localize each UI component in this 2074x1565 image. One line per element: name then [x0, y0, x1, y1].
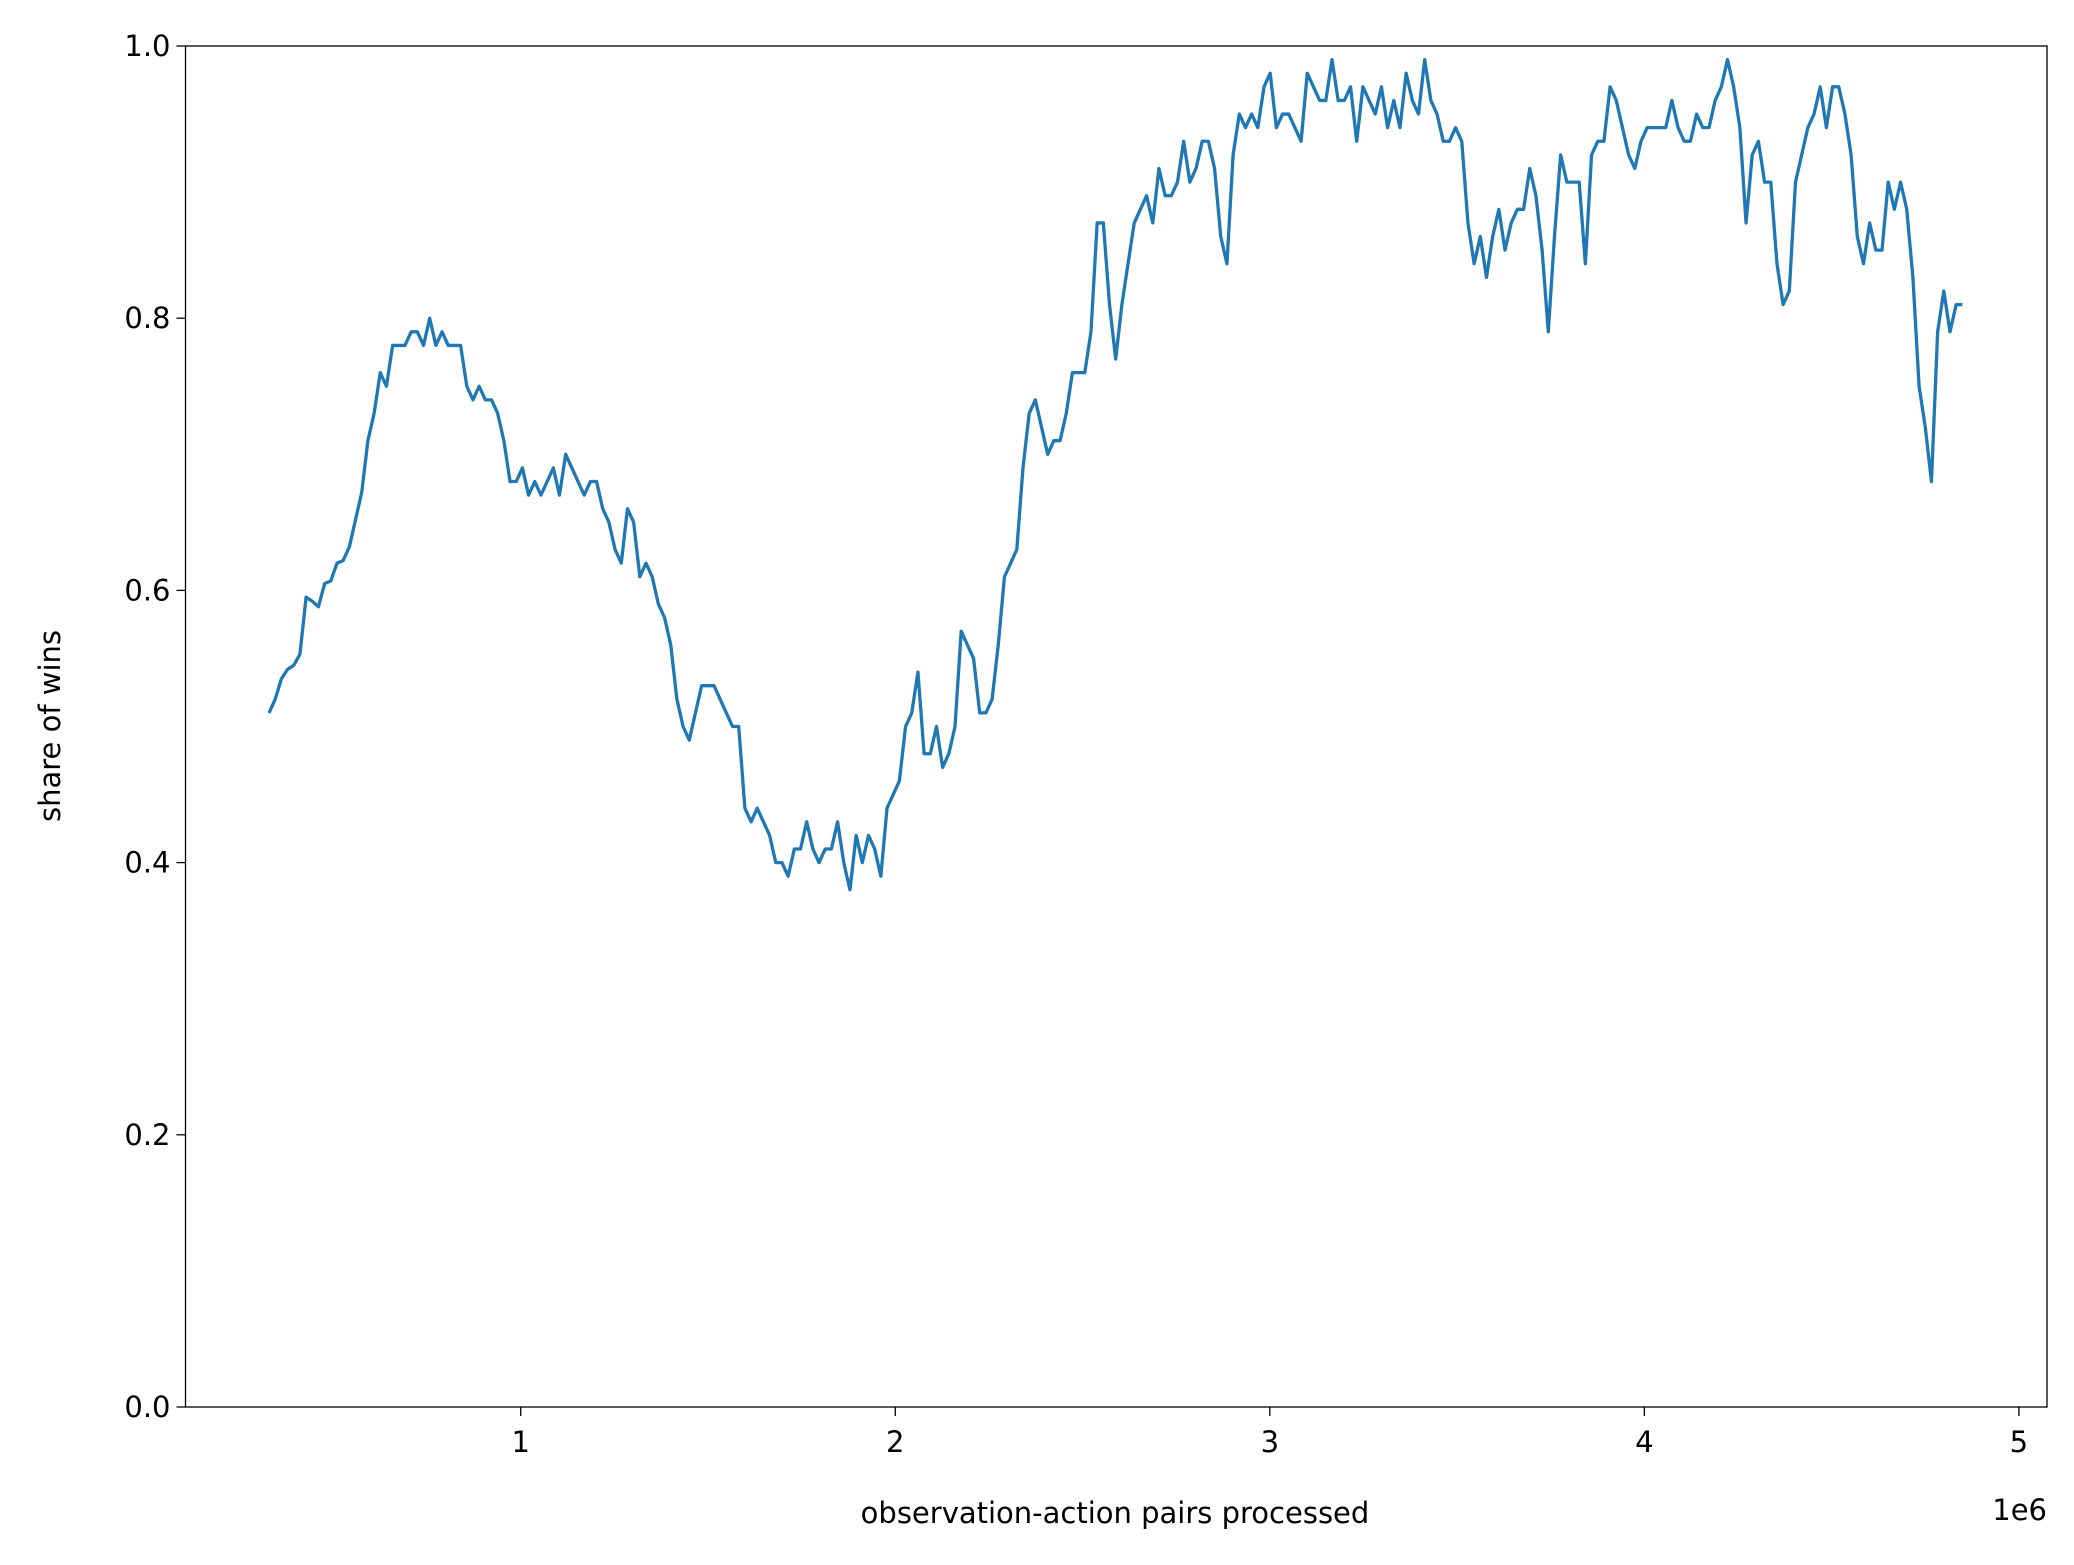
y-tick-label: 0.8 [124, 301, 170, 335]
x-tick-label: 4 [1635, 1425, 1653, 1459]
x-axis-label: observation-action pairs processed [861, 1496, 1370, 1530]
x-tick-label: 5 [2010, 1425, 2028, 1459]
data-line [267, 57, 1963, 892]
y-tick-label: 0.0 [124, 1390, 170, 1424]
x-offset-label: 1e6 [1992, 1493, 2047, 1527]
y-tick-label: 0.2 [124, 1118, 170, 1152]
y-tick-label: 0.4 [124, 846, 170, 880]
x-tick-label: 2 [886, 1425, 904, 1459]
y-tick-label: 1.0 [124, 29, 170, 63]
y-tick-label: 0.6 [124, 573, 170, 607]
axes-frame [184, 45, 2048, 1408]
y-axis-label: share of wins [33, 630, 67, 822]
x-tick-label: 3 [1261, 1425, 1279, 1459]
x-tick-label: 1 [511, 1425, 529, 1459]
